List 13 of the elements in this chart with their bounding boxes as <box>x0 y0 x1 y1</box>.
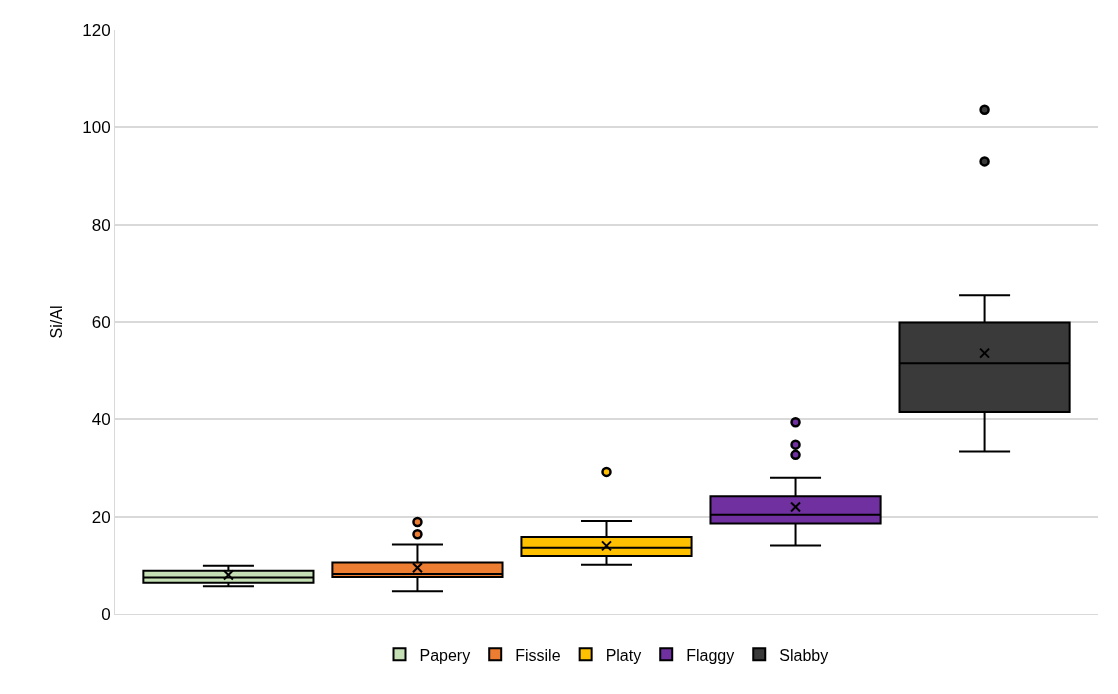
y-tick-label: 120 <box>82 20 111 40</box>
y-tick-label: 0 <box>101 604 111 624</box>
legend-label: Papery <box>419 646 471 664</box>
y-tick-label: 80 <box>91 215 111 235</box>
y-tick-label: 60 <box>91 312 111 332</box>
y-axis-title: Si/Al <box>48 305 66 339</box>
legend-label: Slabby <box>779 646 829 664</box>
y-tick-label: 100 <box>82 118 111 138</box>
y-tick-label: 20 <box>91 507 111 527</box>
legend-label: Flaggy <box>686 646 735 664</box>
legend-label: Fissile <box>515 646 561 664</box>
legend-label: Platy <box>605 646 642 664</box>
y-tick-label: 40 <box>91 410 111 430</box>
